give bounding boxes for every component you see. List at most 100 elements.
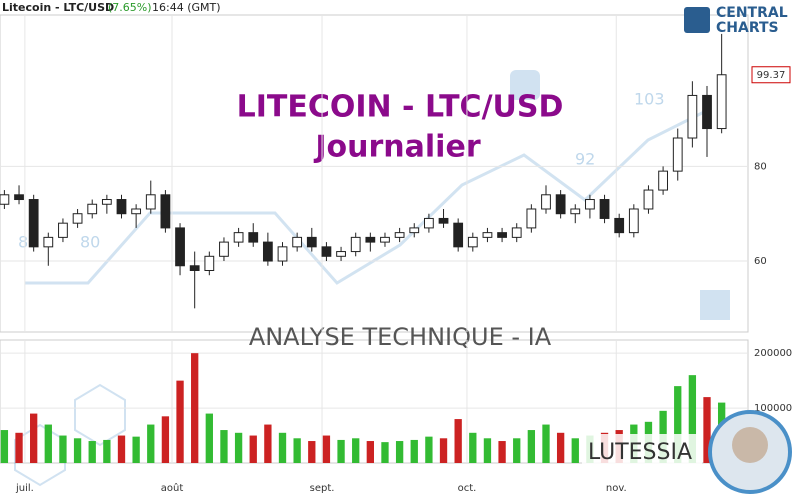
candle-body bbox=[175, 227, 185, 267]
volume-bar bbox=[88, 441, 96, 463]
candle-body bbox=[28, 199, 39, 248]
candle-body bbox=[72, 213, 83, 224]
x-tick-label: sept. bbox=[310, 483, 335, 494]
volume-bar bbox=[161, 416, 170, 463]
y-tick-label: 80 bbox=[754, 161, 767, 172]
volume-bar bbox=[308, 441, 316, 463]
candle-body bbox=[585, 199, 595, 210]
volume-bar bbox=[103, 439, 111, 463]
volume-bar bbox=[249, 435, 257, 463]
candle-body bbox=[101, 199, 112, 205]
candle-body bbox=[497, 232, 507, 238]
volume-bar bbox=[556, 432, 565, 463]
candle-body bbox=[409, 227, 420, 234]
volume-bar bbox=[410, 439, 418, 463]
volume-bar bbox=[454, 419, 462, 463]
avatar-face bbox=[732, 427, 768, 463]
volume-bar bbox=[366, 441, 374, 463]
volume-bar bbox=[513, 438, 521, 463]
watermark-title: LITECOIN - LTC/USD bbox=[237, 90, 564, 125]
candle-body bbox=[131, 208, 142, 215]
header-change: (7.65%) bbox=[108, 1, 152, 14]
candle-body bbox=[58, 222, 68, 238]
candle-body bbox=[233, 232, 244, 243]
candle-body bbox=[614, 217, 625, 234]
candle-body bbox=[248, 232, 259, 243]
volume-bar bbox=[176, 380, 184, 463]
candle-body bbox=[424, 217, 434, 229]
volume-bar bbox=[132, 436, 140, 463]
volume-bar bbox=[337, 439, 345, 463]
volume-bar bbox=[205, 413, 213, 463]
candle-body bbox=[336, 251, 346, 257]
y-tick-label: 60 bbox=[754, 256, 767, 267]
volume-bar bbox=[0, 430, 9, 463]
candle-body bbox=[687, 94, 698, 139]
candle-body bbox=[526, 208, 537, 229]
x-tick-label: oct. bbox=[458, 483, 477, 494]
x-tick-label: juil. bbox=[15, 483, 34, 494]
logo-text: CENTRAL bbox=[716, 5, 788, 21]
candle-body bbox=[511, 227, 522, 238]
candle-body bbox=[321, 246, 332, 257]
candle-body bbox=[380, 236, 390, 243]
candle-body bbox=[43, 236, 54, 248]
volume-bar bbox=[30, 413, 38, 463]
volume-bar bbox=[703, 397, 711, 463]
volume-bar bbox=[395, 441, 404, 463]
candle-body bbox=[467, 236, 478, 248]
candle-body bbox=[116, 199, 127, 215]
watermark-period: Journalier bbox=[313, 130, 480, 165]
brand: LUTESSIA bbox=[588, 440, 692, 465]
candle-body bbox=[702, 94, 712, 130]
volume-bar bbox=[688, 375, 697, 463]
volume-tick-label: 100000 bbox=[754, 403, 792, 414]
candle-body bbox=[628, 208, 639, 234]
volume-bar bbox=[425, 436, 433, 463]
candle-body bbox=[658, 170, 668, 191]
volume-bar bbox=[527, 430, 536, 463]
price-tag-label: 99.37 bbox=[757, 70, 786, 81]
candle-body bbox=[672, 137, 683, 172]
volume-bar bbox=[234, 432, 243, 463]
decor-label: 92 bbox=[575, 150, 595, 169]
volume-bar bbox=[469, 432, 477, 463]
candle-body bbox=[541, 194, 551, 210]
candle-body bbox=[189, 265, 200, 271]
candle-body bbox=[87, 203, 98, 215]
volume-bar bbox=[381, 442, 389, 463]
price-tag bbox=[751, 66, 791, 84]
volume-bar bbox=[15, 432, 23, 463]
candle-body bbox=[262, 241, 273, 262]
decor-label: 80 bbox=[80, 233, 100, 252]
candle-body bbox=[643, 189, 654, 210]
candle-body bbox=[14, 194, 24, 201]
candle-body bbox=[219, 241, 229, 257]
volume-bar bbox=[73, 438, 82, 463]
candle-body bbox=[277, 246, 288, 262]
watermark-subtitle: ANALYSE TECHNIQUE - IA bbox=[249, 323, 552, 351]
candle-body bbox=[482, 232, 493, 238]
x-tick-label: août bbox=[161, 482, 184, 494]
volume-bar bbox=[483, 438, 492, 463]
x-tick-label: nov. bbox=[606, 483, 627, 494]
volume-bar bbox=[59, 435, 67, 463]
volume-bar bbox=[264, 424, 272, 463]
candle-body bbox=[394, 232, 405, 238]
logo-text: CHARTS bbox=[716, 20, 779, 36]
candle-body bbox=[350, 236, 361, 253]
candle-body bbox=[599, 199, 610, 219]
header-time: 16:44 (GMT) bbox=[152, 1, 221, 14]
volume-bar bbox=[278, 432, 287, 463]
logo-icon bbox=[684, 7, 710, 33]
candle-body bbox=[365, 236, 376, 243]
header-title: Litecoin - LTC/USD bbox=[2, 1, 114, 14]
candle-body bbox=[438, 217, 449, 224]
candle-body bbox=[570, 208, 581, 215]
decor-label: 103 bbox=[634, 90, 665, 109]
volume-bar bbox=[220, 430, 228, 463]
volume-bar bbox=[674, 386, 682, 463]
volume-bar bbox=[147, 424, 155, 463]
volume-bar bbox=[542, 424, 550, 463]
